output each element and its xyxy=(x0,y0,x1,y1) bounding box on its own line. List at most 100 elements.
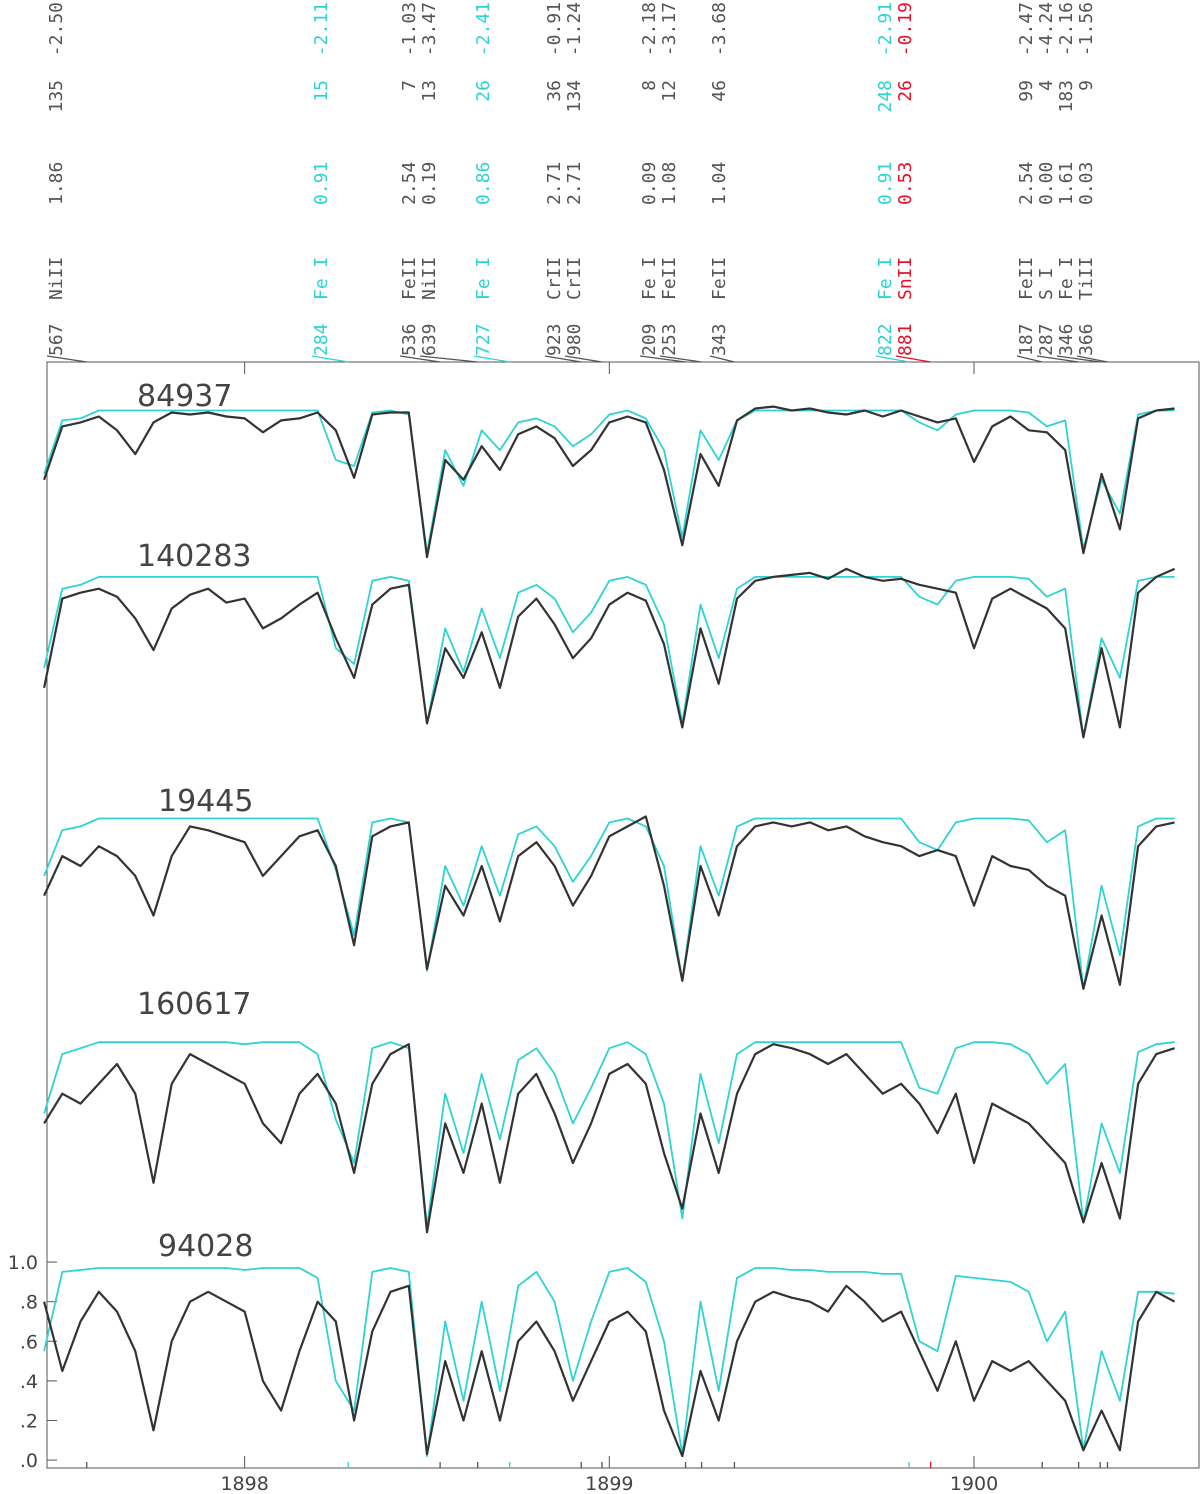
line-species: FeII xyxy=(659,257,680,300)
y-tick-label: .6 xyxy=(20,1331,38,1353)
line-equivalent-width: 12 xyxy=(659,80,680,102)
line-equivalent-width: 248 xyxy=(875,80,896,113)
line-excitation: 2.54 xyxy=(1016,162,1037,205)
line-species: NiII xyxy=(419,257,440,300)
line-wavelength-label: 727 xyxy=(473,323,494,356)
spectrum-line xyxy=(43,1043,1175,1234)
spectrum-line xyxy=(43,817,1175,990)
line-leader xyxy=(399,355,441,363)
line-equivalent-width: 134 xyxy=(564,80,585,113)
line-leader xyxy=(419,355,478,363)
line-wavelength-label: 209 xyxy=(639,323,660,356)
y-tick-label: .4 xyxy=(20,1371,38,1393)
line-excitation: 0.91 xyxy=(875,162,896,205)
line-loggf: -1.03 xyxy=(399,2,420,56)
line-wavelength-label: 287 xyxy=(1036,323,1057,356)
line-excitation: 1.86 xyxy=(46,162,67,205)
line-loggf: -2.16 xyxy=(1056,2,1077,56)
line-excitation: 2.71 xyxy=(564,162,585,205)
line-equivalent-width: 8 xyxy=(639,80,660,91)
line-equivalent-width: 13 xyxy=(419,80,440,102)
line-wavelength-label: 366 xyxy=(1076,323,1097,356)
line-leader xyxy=(311,355,349,363)
star-name: 140283 xyxy=(137,539,252,574)
line-wavelength-label: 187 xyxy=(1016,323,1037,356)
x-tick-label: 1899 xyxy=(585,1473,633,1494)
spectrum-line xyxy=(43,1267,1175,1457)
line-excitation: 0.03 xyxy=(1076,162,1097,205)
line-equivalent-width: 135 xyxy=(46,80,67,113)
line-species: FeII xyxy=(1016,257,1037,300)
line-loggf: -0.19 xyxy=(895,2,916,56)
line-excitation: 0.86 xyxy=(473,162,494,205)
line-equivalent-width: 183 xyxy=(1056,80,1077,113)
line-excitation: 2.71 xyxy=(544,162,565,205)
line-wavelength-label: 822 xyxy=(875,323,896,356)
line-equivalent-width: 36 xyxy=(544,80,565,102)
x-tick-label: 1900 xyxy=(950,1473,998,1494)
y-tick-label: .2 xyxy=(20,1410,38,1432)
line-excitation: 0.19 xyxy=(419,162,440,205)
line-species: Fe I xyxy=(473,257,494,300)
line-species: S I xyxy=(1036,267,1057,300)
line-leader xyxy=(659,355,702,363)
line-species: Fe I xyxy=(875,257,896,300)
line-leader xyxy=(875,355,910,363)
line-loggf: -2.47 xyxy=(1016,2,1037,56)
line-loggf: -2.50 xyxy=(46,2,67,56)
line-leader xyxy=(1016,355,1043,363)
line-excitation: 0.91 xyxy=(311,162,332,205)
line-wavelength-label: 343 xyxy=(709,323,730,356)
line-species: NiII xyxy=(46,257,67,300)
line-wavelength-label: 536 xyxy=(399,323,420,356)
line-excitation: 1.04 xyxy=(709,162,730,205)
line-loggf: -2.11 xyxy=(311,2,332,56)
line-equivalent-width: 26 xyxy=(895,80,916,102)
line-wavelength-label: 639 xyxy=(419,323,440,356)
line-leader xyxy=(473,355,510,363)
line-leader xyxy=(564,355,603,363)
line-loggf: -3.17 xyxy=(659,2,680,56)
line-wavelength-label: 253 xyxy=(659,323,680,356)
line-loggf: -2.41 xyxy=(473,2,494,56)
x-tick-label: 1898 xyxy=(220,1473,268,1494)
line-equivalent-width: 7 xyxy=(399,80,420,91)
star-name: 94028 xyxy=(158,1229,253,1264)
plot-frame xyxy=(46,361,1200,1469)
spectrum-line xyxy=(43,576,1175,739)
line-species: FeII xyxy=(709,257,730,300)
star-name: 160617 xyxy=(137,987,252,1022)
star-name: 19445 xyxy=(158,784,253,819)
line-species: CrII xyxy=(564,257,585,300)
line-leader xyxy=(46,355,87,363)
spectrum-line xyxy=(43,409,1175,554)
spectrum-line xyxy=(43,1284,1176,1458)
line-excitation: 0.53 xyxy=(895,162,916,205)
line-equivalent-width: 4 xyxy=(1036,80,1057,91)
line-species: Fe I xyxy=(311,257,332,300)
y-tick-label: 1.0 xyxy=(8,1252,38,1274)
line-leader xyxy=(1076,355,1108,363)
line-wavelength-label: 284 xyxy=(311,323,332,356)
line-loggf: -2.91 xyxy=(875,2,896,56)
line-loggf: -1.24 xyxy=(564,2,585,56)
spectrum-line xyxy=(43,1041,1175,1228)
line-species: Fe I xyxy=(639,257,660,300)
line-excitation: 0.00 xyxy=(1036,162,1057,205)
line-wavelength-label: 881 xyxy=(895,323,916,356)
line-leader xyxy=(1056,355,1101,363)
line-loggf: -0.91 xyxy=(544,2,565,56)
y-tick-label: .8 xyxy=(20,1292,38,1314)
spectrum-line xyxy=(43,405,1175,559)
star-name: 84937 xyxy=(137,379,232,414)
line-wavelength-label: 923 xyxy=(544,323,565,356)
line-leader xyxy=(639,355,686,363)
line-loggf: -2.18 xyxy=(639,2,660,56)
line-excitation: 2.54 xyxy=(399,162,420,205)
line-species: TiII xyxy=(1076,257,1097,300)
spectrum-line xyxy=(43,567,1176,739)
line-equivalent-width: 15 xyxy=(311,80,332,102)
line-loggf: -3.47 xyxy=(419,2,440,56)
line-equivalent-width: 46 xyxy=(709,80,730,102)
